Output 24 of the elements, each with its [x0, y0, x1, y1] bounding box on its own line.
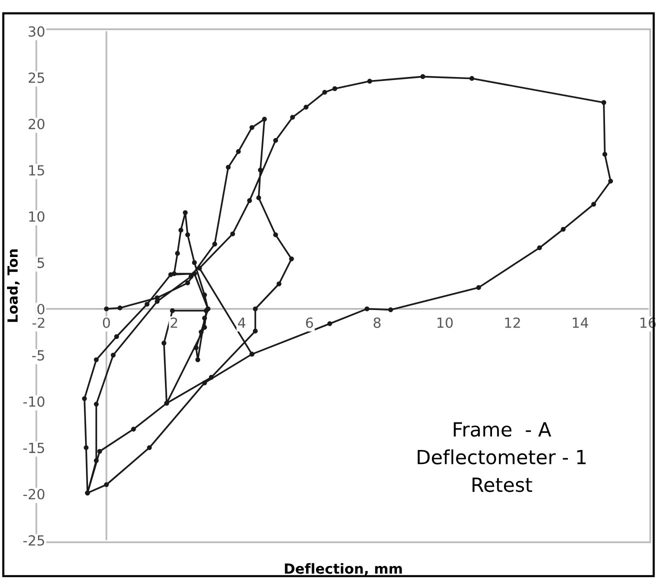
y-axis-title: Load, Ton [7, 249, 20, 322]
y-tick-label: -10 [23, 396, 44, 407]
annotation: Frame - A Deflectometer - 1 Retest [418, 422, 586, 492]
y-tick-label: -5 [32, 350, 44, 361]
y-tick-label: -20 [23, 488, 44, 500]
y-tick-label: 30 [28, 26, 44, 37]
y-tick-label: -25 [23, 535, 44, 546]
y-tick-label: -15 [23, 442, 44, 454]
y-tick-label: 25 [28, 72, 44, 84]
x-tick-label: 8 [374, 317, 381, 328]
y-tick-label: 20 [28, 118, 44, 130]
y-tick-label: 0 [37, 304, 44, 314]
x-tick-label: 14 [572, 318, 588, 328]
x-tick-label: 4 [238, 318, 246, 328]
y-tick-label: 15 [29, 165, 44, 176]
y-tick-label: 10 [29, 211, 44, 222]
x-tick-label: -2 [32, 317, 44, 328]
x-axis-title: Deflection, mm [284, 563, 402, 576]
x-tick-label: 0 [102, 317, 110, 328]
x-tick-label: 6 [306, 317, 313, 328]
x-tick-label: 2 [170, 317, 178, 328]
y-tick-label: 5 [38, 258, 44, 268]
x-tick-label: 10 [437, 317, 453, 328]
x-tick-label: 12 [505, 317, 520, 328]
